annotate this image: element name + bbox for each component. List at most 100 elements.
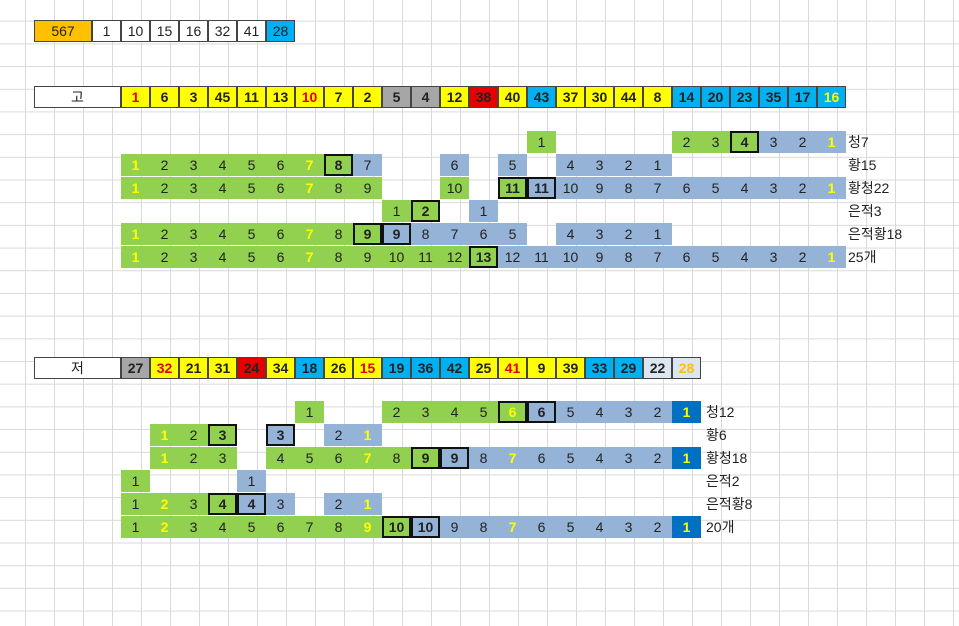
count-cell[interactable]: 7: [295, 223, 324, 245]
count-cell[interactable]: 9: [353, 177, 382, 199]
count-cell[interactable]: 5: [556, 447, 585, 469]
summary-number-cell[interactable]: 10: [121, 20, 150, 42]
count-cell[interactable]: 4: [730, 246, 759, 268]
count-cell[interactable]: 4: [208, 493, 237, 515]
count-cell[interactable]: 1: [121, 493, 150, 515]
count-cell[interactable]: 8: [324, 246, 353, 268]
count-cell[interactable]: 8: [382, 447, 411, 469]
count-cell[interactable]: 5: [237, 223, 266, 245]
count-cell[interactable]: 10: [556, 246, 585, 268]
count-cell[interactable]: 10: [382, 516, 411, 538]
count-cell[interactable]: 7: [295, 177, 324, 199]
count-cell[interactable]: 2: [411, 200, 440, 222]
count-cell[interactable]: 3: [266, 424, 295, 446]
count-cell[interactable]: 6: [527, 401, 556, 423]
header-number-cell[interactable]: 22: [643, 357, 672, 379]
count-cell[interactable]: 11: [411, 246, 440, 268]
count-cell[interactable]: 10: [411, 516, 440, 538]
count-cell[interactable]: 1: [817, 131, 846, 153]
count-cell[interactable]: 3: [266, 493, 295, 515]
count-cell[interactable]: 4: [730, 131, 759, 153]
count-cell[interactable]: 1: [382, 200, 411, 222]
count-cell[interactable]: 2: [179, 424, 208, 446]
count-cell[interactable]: 3: [208, 447, 237, 469]
count-cell[interactable]: 6: [440, 154, 469, 176]
header-number-cell[interactable]: 29: [614, 357, 643, 379]
count-cell[interactable]: 1: [150, 447, 179, 469]
count-cell[interactable]: 13: [469, 246, 498, 268]
header-number-cell[interactable]: 6: [150, 86, 179, 108]
count-cell[interactable]: 10: [556, 177, 585, 199]
count-cell[interactable]: 3: [179, 493, 208, 515]
count-cell[interactable]: 4: [730, 177, 759, 199]
header-number-cell[interactable]: 39: [556, 357, 585, 379]
count-cell[interactable]: 6: [266, 223, 295, 245]
count-cell[interactable]: 4: [208, 516, 237, 538]
count-cell[interactable]: 3: [179, 154, 208, 176]
header-number-cell[interactable]: 8: [643, 86, 672, 108]
count-cell[interactable]: 5: [237, 246, 266, 268]
summary-number-cell[interactable]: 32: [208, 20, 237, 42]
count-cell[interactable]: 3: [411, 401, 440, 423]
count-cell[interactable]: 4: [585, 516, 614, 538]
count-cell[interactable]: 2: [150, 493, 179, 515]
count-cell[interactable]: 1: [817, 246, 846, 268]
count-cell[interactable]: 5: [556, 401, 585, 423]
count-cell[interactable]: 1: [527, 131, 556, 153]
count-cell[interactable]: 9: [353, 223, 382, 245]
count-cell[interactable]: 3: [614, 516, 643, 538]
count-cell[interactable]: 7: [440, 223, 469, 245]
count-cell[interactable]: 4: [208, 154, 237, 176]
count-cell[interactable]: 7: [498, 447, 527, 469]
count-cell[interactable]: 7: [643, 246, 672, 268]
header-number-cell[interactable]: 17: [788, 86, 817, 108]
count-cell[interactable]: 1: [469, 200, 498, 222]
count-cell[interactable]: 1: [121, 516, 150, 538]
count-cell[interactable]: 3: [759, 177, 788, 199]
header-number-cell[interactable]: 2: [353, 86, 382, 108]
count-cell[interactable]: 6: [527, 447, 556, 469]
count-cell[interactable]: 2: [788, 177, 817, 199]
count-cell[interactable]: 1: [121, 470, 150, 492]
header-number-cell[interactable]: 36: [411, 357, 440, 379]
count-cell[interactable]: 3: [179, 223, 208, 245]
count-cell[interactable]: 3: [179, 516, 208, 538]
count-cell[interactable]: 8: [614, 177, 643, 199]
count-cell[interactable]: 1: [672, 401, 701, 423]
count-cell[interactable]: 6: [672, 246, 701, 268]
header-number-cell[interactable]: 5: [382, 86, 411, 108]
count-cell[interactable]: 7: [295, 154, 324, 176]
count-cell[interactable]: 5: [295, 447, 324, 469]
count-cell[interactable]: 9: [353, 516, 382, 538]
count-cell[interactable]: 3: [614, 401, 643, 423]
count-cell[interactable]: 2: [150, 177, 179, 199]
count-cell[interactable]: 3: [585, 223, 614, 245]
count-cell[interactable]: 9: [585, 177, 614, 199]
count-cell[interactable]: 4: [208, 177, 237, 199]
summary-number-cell[interactable]: 1: [92, 20, 121, 42]
header-number-cell[interactable]: 32: [150, 357, 179, 379]
count-cell[interactable]: 1: [121, 177, 150, 199]
header-number-cell[interactable]: 45: [208, 86, 237, 108]
header-number-cell[interactable]: 40: [498, 86, 527, 108]
header-number-cell[interactable]: 10: [295, 86, 324, 108]
header-number-cell[interactable]: 9: [527, 357, 556, 379]
count-cell[interactable]: 2: [614, 223, 643, 245]
count-cell[interactable]: 2: [788, 131, 817, 153]
block-title-cell[interactable]: 저: [34, 357, 121, 379]
count-cell[interactable]: 8: [469, 516, 498, 538]
count-cell[interactable]: 2: [672, 131, 701, 153]
count-cell[interactable]: 6: [672, 177, 701, 199]
count-cell[interactable]: 4: [556, 154, 585, 176]
count-cell[interactable]: 5: [237, 516, 266, 538]
count-cell[interactable]: 8: [411, 223, 440, 245]
header-number-cell[interactable]: 25: [469, 357, 498, 379]
count-cell[interactable]: 7: [498, 516, 527, 538]
count-cell[interactable]: 4: [440, 401, 469, 423]
header-number-cell[interactable]: 41: [498, 357, 527, 379]
block-title-cell[interactable]: 고: [34, 86, 121, 108]
count-cell[interactable]: 11: [498, 177, 527, 199]
count-cell[interactable]: 8: [324, 516, 353, 538]
count-cell[interactable]: 5: [556, 516, 585, 538]
